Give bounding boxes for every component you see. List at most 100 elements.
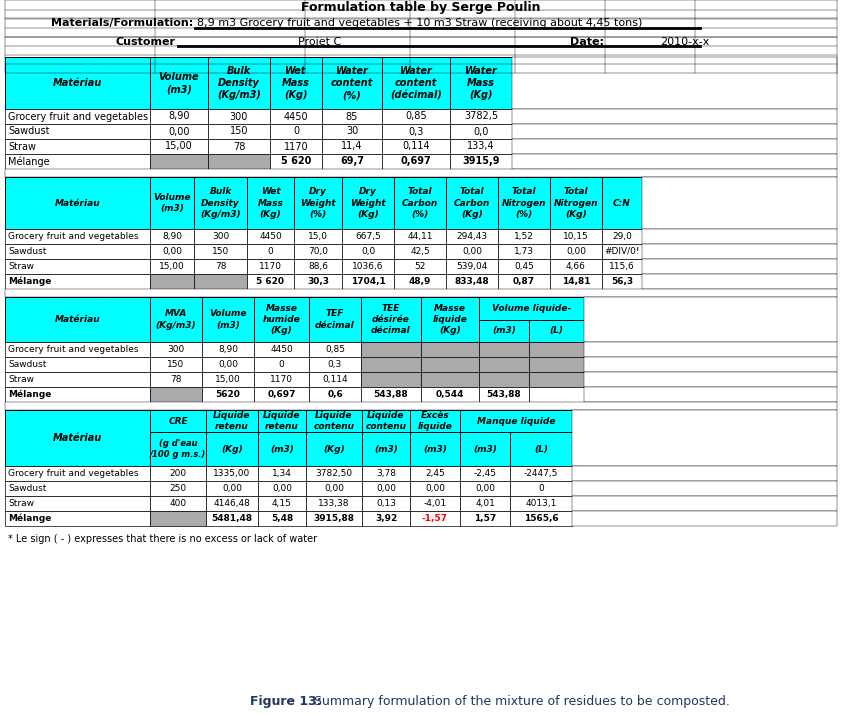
Text: 1,34: 1,34 xyxy=(272,469,292,478)
Text: 0,87: 0,87 xyxy=(513,277,535,286)
Text: Sawdust: Sawdust xyxy=(8,484,46,493)
Bar xyxy=(421,387,479,402)
Bar xyxy=(342,274,394,289)
Bar xyxy=(306,410,362,432)
Text: Sawdust: Sawdust xyxy=(8,127,50,137)
Bar xyxy=(498,177,550,229)
Bar xyxy=(306,466,362,481)
Text: 0,00: 0,00 xyxy=(218,360,238,369)
Bar xyxy=(362,511,410,526)
Text: Grocery fruit and vegetables: Grocery fruit and vegetables xyxy=(8,112,148,122)
Bar xyxy=(362,410,410,432)
Text: 4450: 4450 xyxy=(284,112,308,122)
Text: 543,88: 543,88 xyxy=(487,390,521,399)
Text: 44,11: 44,11 xyxy=(408,232,433,241)
Text: 15,00: 15,00 xyxy=(215,375,241,384)
Text: Bulk
Density
(Kg/m3): Bulk Density (Kg/m3) xyxy=(217,66,261,100)
Bar xyxy=(270,109,322,124)
Bar xyxy=(584,357,837,372)
Bar xyxy=(479,342,529,357)
Bar xyxy=(150,432,206,466)
Text: 300: 300 xyxy=(230,112,248,122)
Text: Formulation table by Serge Poulin: Formulation table by Serge Poulin xyxy=(301,1,541,14)
Bar xyxy=(602,177,642,229)
Bar xyxy=(254,297,309,342)
Bar xyxy=(294,177,342,229)
Bar xyxy=(382,109,450,124)
Bar xyxy=(460,466,510,481)
Bar xyxy=(362,432,410,466)
Bar xyxy=(206,432,258,466)
Bar xyxy=(322,109,382,124)
Bar xyxy=(5,154,150,169)
Text: 30: 30 xyxy=(346,127,358,137)
Text: Liquide
retenu: Liquide retenu xyxy=(264,411,301,431)
Bar xyxy=(512,124,837,139)
Text: Masse
liquide
(Kg): Masse liquide (Kg) xyxy=(433,304,467,335)
Bar xyxy=(410,511,460,526)
Bar xyxy=(512,154,837,169)
Text: (g d'eau
/100 g m.s.): (g d'eau /100 g m.s.) xyxy=(150,439,206,459)
Bar xyxy=(450,154,512,169)
Bar xyxy=(5,481,150,496)
Text: Total
Carbon
(%): Total Carbon (%) xyxy=(402,188,438,218)
Text: Excès
liquide: Excès liquide xyxy=(418,411,452,431)
Bar xyxy=(150,154,208,169)
Text: Grocery fruit and vegetables: Grocery fruit and vegetables xyxy=(8,345,138,354)
Text: 0,544: 0,544 xyxy=(436,390,464,399)
Bar xyxy=(270,139,322,154)
Bar xyxy=(150,387,202,402)
Bar xyxy=(550,177,602,229)
Bar xyxy=(150,511,206,526)
Text: 5 620: 5 620 xyxy=(281,157,312,167)
Text: 4,66: 4,66 xyxy=(566,262,586,271)
Text: 52: 52 xyxy=(414,262,426,271)
Text: 3,92: 3,92 xyxy=(375,514,397,523)
Text: 133,38: 133,38 xyxy=(318,499,349,508)
Bar xyxy=(306,511,362,526)
Bar xyxy=(342,177,394,229)
Bar xyxy=(254,342,309,357)
Text: 5481,48: 5481,48 xyxy=(211,514,253,523)
Text: 300: 300 xyxy=(212,232,229,241)
Text: (m3): (m3) xyxy=(374,445,398,454)
Bar xyxy=(270,124,322,139)
Bar xyxy=(294,229,342,244)
Bar xyxy=(421,372,479,387)
Bar xyxy=(410,481,460,496)
Text: -2,45: -2,45 xyxy=(473,469,497,478)
Bar xyxy=(194,274,247,289)
Text: Total
Carbon
(Kg): Total Carbon (Kg) xyxy=(454,188,490,218)
Bar xyxy=(361,342,421,357)
Bar xyxy=(258,496,306,511)
Text: 30,3: 30,3 xyxy=(307,277,329,286)
Text: Wet
Mass
(Kg): Wet Mass (Kg) xyxy=(282,66,310,100)
Text: Sawdust: Sawdust xyxy=(8,247,46,256)
Text: -1,57: -1,57 xyxy=(422,514,448,523)
Bar xyxy=(421,342,479,357)
Bar xyxy=(270,57,322,109)
Text: 0: 0 xyxy=(268,247,274,256)
Text: 1565,6: 1565,6 xyxy=(524,514,558,523)
Text: 400: 400 xyxy=(169,499,187,508)
Bar xyxy=(410,432,460,466)
Bar xyxy=(5,139,150,154)
Bar xyxy=(361,372,421,387)
Text: Liquide
retenu: Liquide retenu xyxy=(213,411,251,431)
Text: (m3): (m3) xyxy=(492,326,516,335)
Bar xyxy=(322,124,382,139)
Bar xyxy=(584,372,837,387)
Bar xyxy=(5,357,150,372)
Bar xyxy=(512,57,837,109)
Bar xyxy=(460,410,572,432)
Bar xyxy=(479,319,529,342)
Bar xyxy=(460,496,510,511)
Bar xyxy=(498,259,550,274)
Text: Liquide
contenu: Liquide contenu xyxy=(365,411,407,431)
Bar xyxy=(584,342,837,357)
Text: Volume
(m3): Volume (m3) xyxy=(158,72,200,95)
Bar xyxy=(5,124,150,139)
Text: 0,114: 0,114 xyxy=(322,375,348,384)
Text: 0,697: 0,697 xyxy=(267,390,296,399)
Text: 11,4: 11,4 xyxy=(341,142,363,152)
